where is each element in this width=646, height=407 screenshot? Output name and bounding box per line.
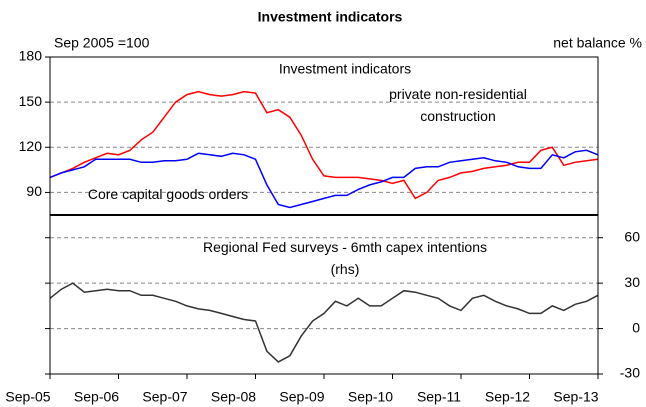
y-tick-label: 120: [19, 138, 43, 154]
x-tick-label: Sep-05: [5, 389, 50, 405]
x-tick-label: Sep-13: [553, 389, 598, 405]
y-tick-label: 60: [624, 228, 640, 244]
y2-axis-label: net balance %: [553, 35, 642, 51]
series-label: Regional Fed surveys - 6mth capex intent…: [203, 239, 487, 277]
y-tick-label: 0: [632, 319, 640, 335]
series-label: Core capital goods orders: [88, 186, 248, 202]
series-line: [49, 282, 599, 363]
x-tick-label: Sep-06: [74, 389, 119, 405]
series-line: [49, 149, 599, 209]
y-tick-label: 90: [26, 183, 42, 199]
x-tick-label: Sep-12: [485, 389, 530, 405]
y-tick-label: 150: [19, 93, 43, 109]
x-tick-label: Sep-09: [279, 389, 324, 405]
x-tick-label: Sep-08: [211, 389, 256, 405]
series-line: [49, 90, 599, 200]
chart-title: Investment indicators: [258, 9, 403, 25]
x-tick-label: Sep-11: [417, 389, 461, 405]
x-tick-label: Sep-07: [142, 389, 187, 405]
series-label: private non-residential construction: [389, 86, 527, 124]
y-tick-label: 180: [19, 48, 43, 64]
y-tick-label: 30: [624, 274, 640, 290]
y-axis-label: Sep 2005 =100: [54, 35, 150, 51]
panel-title: Investment indicators: [279, 61, 411, 77]
y-tick-label: -30: [620, 365, 640, 381]
x-tick-label: Sep-10: [348, 389, 393, 405]
